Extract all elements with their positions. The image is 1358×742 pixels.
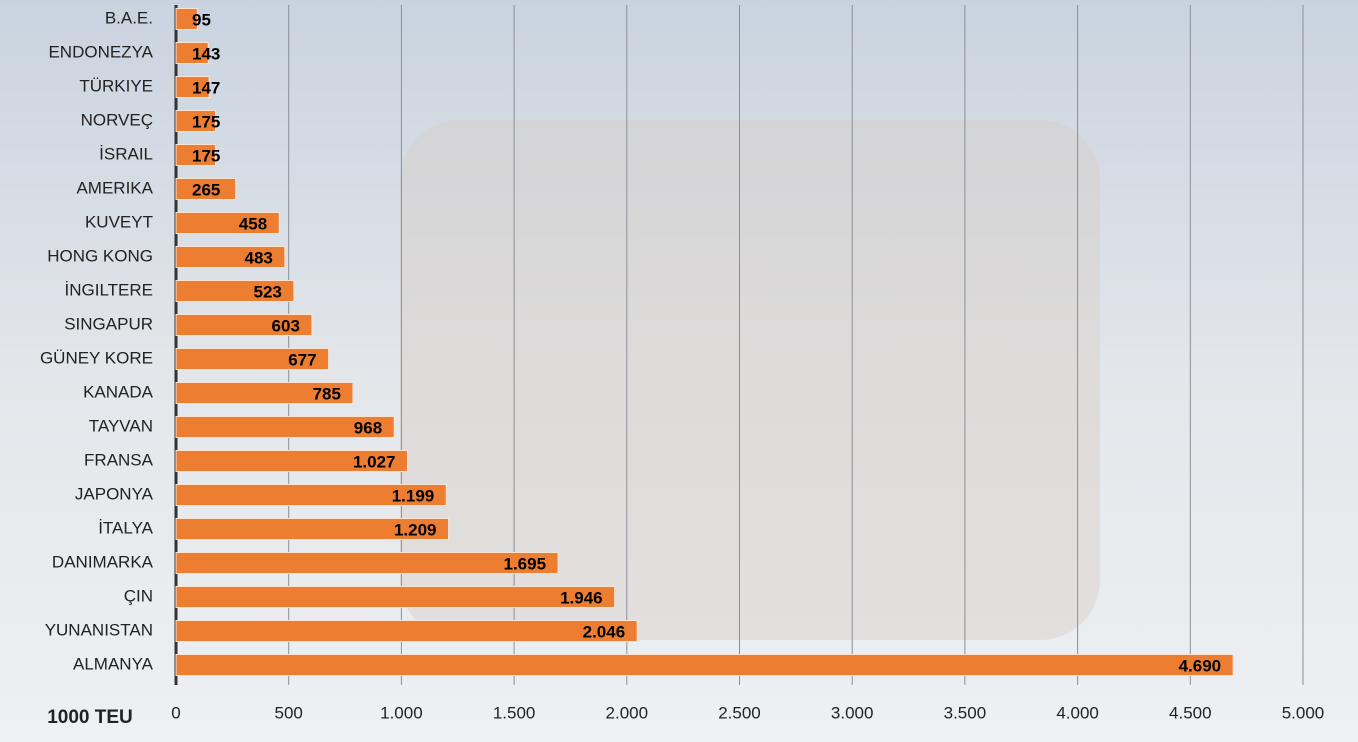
value-label: 175 [192,146,220,165]
y-tick-label: ALMANYA [73,654,154,673]
value-label: 95 [192,10,211,29]
y-tick-label: ENDONEZYA [48,42,153,61]
bar [175,654,1234,676]
bar [175,8,198,30]
bar [175,314,313,336]
value-label: 147 [192,78,220,97]
y-tick-label: FRANSA [84,450,154,469]
y-tick-label: NORVEÇ [81,110,153,129]
value-label: 143 [192,44,220,63]
value-label: 458 [239,214,267,233]
x-tick-label: 5.000 [1282,703,1325,722]
x-tick-label: 500 [275,703,303,722]
bar [175,212,280,234]
bar [175,552,559,574]
bar [175,280,295,302]
y-tick-label: TÜRKIYE [79,76,153,95]
bar [175,42,209,64]
value-label: 4.690 [1179,656,1222,675]
bar [175,620,638,642]
x-tick-label: 0 [171,703,180,722]
bar [175,416,395,438]
value-label: 175 [192,112,220,131]
y-tick-label: KUVEYT [85,212,153,231]
bar [175,586,616,608]
y-tick-label: TAYVAN [89,416,153,435]
value-label: 677 [288,350,316,369]
value-label: 265 [192,180,220,199]
value-label: 523 [254,282,282,301]
y-tick-label: GÜNEY KORE [40,348,153,367]
y-tick-label: YUNANISTAN [45,620,153,639]
value-label: 603 [272,316,300,335]
bar [175,246,286,268]
x-tick-label: 3.000 [831,703,874,722]
y-tick-label: KANADA [83,382,154,401]
x-tick-label: 4.000 [1056,703,1099,722]
bar [175,518,450,540]
x-tick-label: 1.000 [380,703,423,722]
value-label: 1.027 [353,452,396,471]
y-tick-label: SINGAPUR [64,314,153,333]
y-tick-label: ÇIN [124,586,153,605]
value-label: 1.695 [504,554,547,573]
value-label: 1.946 [560,588,603,607]
bar [175,178,237,200]
value-label: 968 [354,418,382,437]
value-label: 785 [313,384,341,403]
x-tick-label: 3.500 [944,703,987,722]
x-tick-label: 1.500 [493,703,536,722]
y-tick-label: AMERIKA [76,178,153,197]
bar [175,382,354,404]
value-label: 1.199 [392,486,435,505]
y-tick-label: İTALYA [98,518,153,537]
bar [175,484,447,506]
x-tick-label: 4.500 [1169,703,1212,722]
y-tick-label: DANIMARKA [52,552,154,571]
y-tick-label: İSRAIL [99,144,153,163]
bar [175,144,216,166]
x-tick-label: 2.500 [718,703,761,722]
value-label: 1.209 [394,520,437,539]
bar [175,76,210,98]
y-tick-label: B.A.E. [105,8,153,27]
value-label: 2.046 [583,622,626,641]
x-tick-label: 2.000 [606,703,649,722]
value-label: 483 [244,248,272,267]
y-tick-label: JAPONYA [75,484,154,503]
y-tick-label: HONG KONG [47,246,153,265]
bar [175,450,408,472]
y-tick-label: İNGILTERE [65,280,153,299]
axis-label: 1000 TEU [47,707,133,728]
bar [175,110,216,132]
bar [175,348,330,370]
ship-image [400,120,1100,640]
